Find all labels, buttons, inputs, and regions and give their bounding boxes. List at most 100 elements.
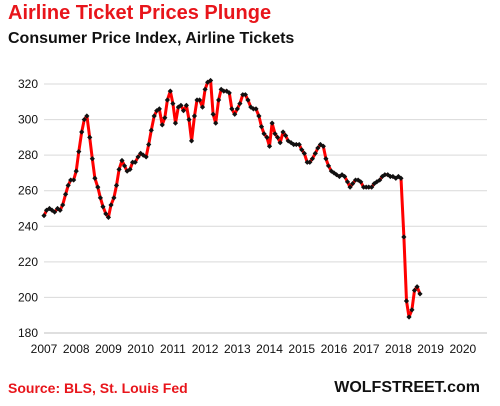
chart-title: Airline Ticket Prices Plunge xyxy=(8,2,272,24)
x-tick-label: 2017 xyxy=(353,342,380,356)
data-point xyxy=(73,168,79,174)
data-point xyxy=(84,113,90,119)
x-tick-label: 2016 xyxy=(321,342,348,356)
x-tick-label: 2011 xyxy=(160,342,186,356)
data-point xyxy=(156,106,162,112)
data-point xyxy=(92,175,98,181)
data-point xyxy=(162,115,168,121)
data-point xyxy=(199,104,206,110)
source-note: Source: BLS, St. Louis Fed xyxy=(8,380,188,396)
data-point xyxy=(180,108,187,114)
data-point xyxy=(178,102,184,108)
data-point xyxy=(234,106,240,112)
chart-subtitle: Consumer Price Index, Airline Tickets xyxy=(8,30,295,47)
data-point xyxy=(68,177,74,183)
data-point xyxy=(167,88,173,94)
data-point xyxy=(320,143,326,149)
data-point xyxy=(406,314,412,320)
data-point xyxy=(159,122,165,128)
data-point xyxy=(277,140,283,146)
data-point xyxy=(328,168,334,174)
x-tick-label: 2007 xyxy=(31,342,58,356)
data-point xyxy=(315,145,321,151)
data-point xyxy=(57,207,63,213)
data-point xyxy=(229,106,235,112)
data-point xyxy=(347,184,353,190)
data-point xyxy=(256,113,262,119)
x-tick-label: 2012 xyxy=(192,342,219,356)
data-point xyxy=(355,177,361,183)
data-point xyxy=(76,148,82,155)
data-point xyxy=(395,173,401,180)
data-point xyxy=(226,90,232,96)
data-point xyxy=(95,184,101,190)
data-point xyxy=(245,97,251,103)
data-point xyxy=(119,157,125,164)
data-point xyxy=(293,141,299,148)
data-point xyxy=(344,179,351,185)
y-axis-tick-labels: 180 200 220 240 260 280 300 320 xyxy=(18,77,38,340)
data-point xyxy=(60,202,66,208)
data-point xyxy=(71,177,77,183)
x-tick-label: 2015 xyxy=(288,342,315,356)
y-tick-label: 180 xyxy=(18,326,38,340)
data-point xyxy=(146,141,152,148)
data-point xyxy=(151,113,157,119)
data-point xyxy=(258,124,265,130)
data-point xyxy=(116,166,122,172)
x-tick-label: 2008 xyxy=(63,342,90,356)
data-point xyxy=(409,307,415,313)
data-point xyxy=(398,175,404,181)
data-markers xyxy=(41,77,423,320)
data-point xyxy=(266,143,273,149)
data-point xyxy=(264,134,270,140)
data-point xyxy=(237,100,243,107)
data-point xyxy=(285,138,291,144)
data-point xyxy=(202,86,208,92)
data-point xyxy=(350,181,356,187)
data-point xyxy=(121,163,128,169)
y-tick-label: 280 xyxy=(18,148,38,162)
data-point xyxy=(97,195,103,201)
data-point xyxy=(274,134,281,140)
data-point xyxy=(186,116,192,123)
x-axis-tick-labels: 2007 2008 2009 2010 2011 2012 2013 2014 2015 2016… xyxy=(31,342,477,356)
data-point xyxy=(127,166,133,172)
data-point xyxy=(414,284,420,290)
data-point xyxy=(272,131,278,137)
data-point xyxy=(232,111,238,117)
x-tick-label: 2009 xyxy=(95,342,122,356)
y-tick-label: 300 xyxy=(18,113,38,127)
data-point xyxy=(369,184,375,190)
data-point xyxy=(52,209,58,215)
y-tick-label: 220 xyxy=(18,255,38,269)
y-tick-label: 240 xyxy=(18,219,38,233)
data-point xyxy=(417,291,423,297)
data-point xyxy=(261,131,267,137)
data-point xyxy=(62,191,69,197)
data-point xyxy=(197,97,203,103)
data-point xyxy=(148,127,154,133)
data-point xyxy=(358,179,364,185)
data-point xyxy=(377,177,383,183)
data-point xyxy=(132,159,138,165)
data-point xyxy=(299,147,305,153)
data-point xyxy=(341,173,348,180)
data-point xyxy=(100,204,106,210)
data-point xyxy=(374,179,380,185)
data-point xyxy=(221,88,227,94)
data-point xyxy=(309,156,315,162)
data-point xyxy=(333,172,340,178)
data-point xyxy=(111,195,117,201)
data-point xyxy=(331,170,337,176)
x-tick-label: 2019 xyxy=(417,342,444,356)
data-point xyxy=(105,214,112,220)
data-point xyxy=(382,172,388,178)
data-point xyxy=(164,97,170,103)
data-point xyxy=(296,141,302,148)
data-point xyxy=(371,181,377,187)
data-point xyxy=(207,77,214,84)
y-tick-label: 200 xyxy=(18,290,38,304)
data-point xyxy=(103,211,109,217)
